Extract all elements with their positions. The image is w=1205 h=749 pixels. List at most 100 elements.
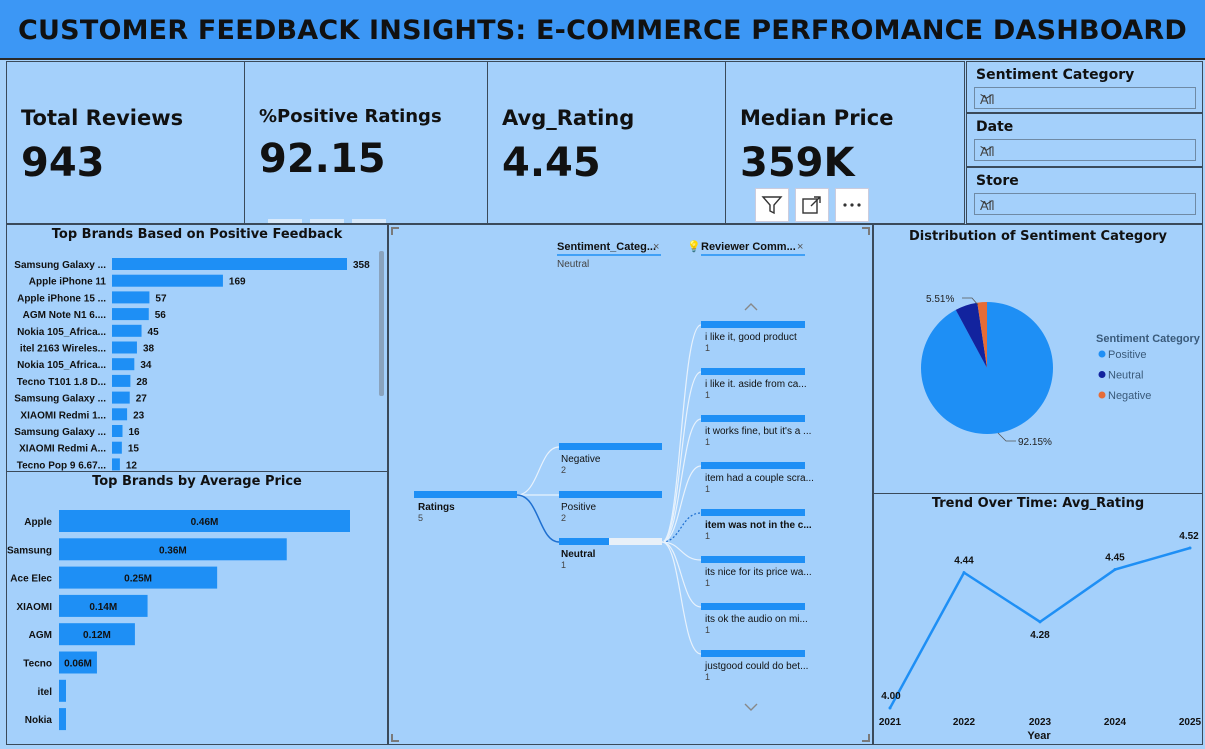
node-bar bbox=[559, 443, 662, 450]
leaf-bar bbox=[701, 462, 805, 469]
series-line bbox=[888, 546, 1191, 709]
kpi-value: 4.45 bbox=[502, 140, 601, 186]
brand-tick-label: Nokia 105_Africa... bbox=[17, 327, 106, 338]
data-label: 38 bbox=[143, 344, 155, 355]
data-label: 57 bbox=[155, 293, 167, 304]
leaf-bar bbox=[701, 556, 805, 563]
legend-title: Sentiment Category bbox=[1096, 333, 1201, 345]
bar bbox=[112, 441, 122, 454]
decomposition-tree-panel[interactable]: Sentiment_Categ... × Neutral 💡 Reviewer Comm… bbox=[388, 224, 873, 745]
kpi-value: 92.15 bbox=[259, 136, 386, 182]
sentiment-pie-chart: 5.51% 92.15% Sentiment Category Positive Neu… bbox=[921, 294, 1201, 448]
x-axis-label: Year bbox=[1027, 730, 1051, 742]
brand-tick-label: Apple bbox=[24, 517, 52, 528]
kpi-card-positive-ratings[interactable]: %Positive Ratings 92.15 bbox=[244, 61, 488, 224]
brand-tick-label: Tecno T101 1.8 D... bbox=[17, 377, 107, 388]
leaf-value: 1 bbox=[705, 343, 710, 353]
bar bbox=[59, 566, 218, 589]
node-value: 1 bbox=[561, 560, 566, 570]
bar bbox=[112, 358, 135, 371]
data-label: 0.06M bbox=[64, 659, 92, 670]
chart-title: Top Brands Based on Positive Feedback bbox=[51, 227, 343, 242]
root-label: Ratings bbox=[418, 502, 455, 513]
leaf-label: it works fine, but it's a ... bbox=[705, 426, 811, 437]
slicer-date[interactable]: Date All ﹀ bbox=[966, 113, 1203, 167]
data-label: 358 bbox=[353, 260, 370, 271]
connector-line bbox=[661, 541, 702, 655]
focus-mode-button[interactable] bbox=[795, 188, 829, 222]
node-value: 2 bbox=[561, 465, 566, 475]
node-bar bbox=[559, 491, 662, 498]
bar bbox=[59, 708, 66, 731]
data-label: 56 bbox=[155, 310, 167, 321]
data-label: 16 bbox=[129, 427, 141, 438]
slicer-value: All bbox=[980, 92, 995, 107]
chart-title: Trend Over Time: Avg_Rating bbox=[931, 496, 1145, 511]
scroll-up-icon bbox=[744, 303, 758, 311]
legend-marker bbox=[1098, 391, 1106, 399]
chevron-down-icon[interactable]: ﹀ bbox=[980, 199, 994, 214]
kpi-card-avg-rating[interactable]: Avg_Rating 4.45 bbox=[487, 61, 726, 224]
connector-line bbox=[516, 446, 560, 496]
slicer-value: All bbox=[980, 144, 995, 159]
slicer-store[interactable]: Store All ﹀ bbox=[966, 167, 1203, 224]
brand-tick-label: Apple iPhone 15 ... bbox=[17, 293, 106, 304]
data-point bbox=[888, 706, 892, 710]
trend-avg-rating-panel[interactable]: Trend Over Time: Avg_Rating 4.00 4.44 4.28… bbox=[873, 493, 1203, 745]
legend-entry: Negative bbox=[1108, 390, 1151, 402]
root-value: 5 bbox=[418, 513, 423, 523]
more-options-button[interactable] bbox=[835, 188, 869, 222]
slicer-dropdown[interactable]: All ﹀ bbox=[974, 87, 1196, 109]
filter-button[interactable] bbox=[755, 188, 789, 222]
bar bbox=[59, 510, 350, 532]
kpi-card-total-reviews[interactable]: Total Reviews 943 bbox=[6, 61, 245, 224]
bar bbox=[112, 274, 223, 287]
x-tick-label: 2022 bbox=[953, 717, 976, 728]
leader-line bbox=[962, 297, 979, 306]
resize-handle[interactable] bbox=[862, 227, 870, 235]
tab-handle bbox=[268, 219, 302, 223]
resize-handle[interactable] bbox=[391, 734, 399, 742]
connector-line bbox=[661, 371, 702, 543]
tab-handle bbox=[310, 219, 344, 223]
leaf-label: item was not in the c... bbox=[705, 520, 812, 531]
data-label: 27 bbox=[136, 394, 148, 405]
chevron-down-icon[interactable]: ﹀ bbox=[980, 145, 994, 160]
slicer-title: Store bbox=[976, 173, 1019, 189]
resize-handle[interactable] bbox=[862, 734, 870, 742]
brand-tick-label: Samsung Galaxy ... bbox=[14, 394, 106, 405]
slicer-dropdown[interactable]: All ﹀ bbox=[974, 139, 1196, 161]
leaf-bar bbox=[701, 509, 805, 516]
brand-tick-label: XIAOMI Redmi 1... bbox=[20, 410, 106, 421]
level-filter: Neutral bbox=[557, 259, 589, 270]
resize-handle[interactable] bbox=[391, 227, 399, 235]
chart-positive-feedback-panel[interactable]: Top Brands Based on Positive Feedback Sa… bbox=[6, 224, 388, 472]
sentiment-distribution-panel[interactable]: Distribution of Sentiment Category 5.51%… bbox=[873, 224, 1203, 494]
brand-tick-label: XIAOMI bbox=[16, 602, 52, 613]
brand-tick-label: AGM bbox=[29, 630, 52, 641]
data-label: 4.00 bbox=[881, 691, 901, 702]
bar bbox=[59, 594, 148, 617]
bar bbox=[112, 425, 123, 437]
slicer-title: Sentiment Category bbox=[976, 67, 1135, 83]
chart-title: Distribution of Sentiment Category bbox=[908, 229, 1168, 244]
slicer-sentiment-category[interactable]: Sentiment Category All ﹀ bbox=[966, 61, 1203, 113]
chevron-down-icon[interactable]: ﹀ bbox=[980, 93, 994, 108]
kpi-label: Median Price bbox=[740, 106, 894, 130]
connector-line bbox=[516, 494, 560, 543]
legend-marker bbox=[1098, 371, 1106, 378]
data-point bbox=[1188, 546, 1192, 550]
scrollbar[interactable] bbox=[379, 251, 384, 396]
data-label: 34 bbox=[140, 360, 152, 371]
brand-tick-label: Nokia 105_Africa... bbox=[17, 360, 106, 371]
x-tick-label: 2025 bbox=[1179, 717, 1202, 728]
data-label: 0.14M bbox=[89, 602, 117, 613]
data-label: 4.28 bbox=[1030, 630, 1050, 641]
x-tick-label: 2021 bbox=[879, 717, 902, 728]
remove-level-icon: × bbox=[653, 241, 659, 253]
node-track bbox=[559, 538, 662, 545]
slicer-dropdown[interactable]: All ﹀ bbox=[974, 193, 1196, 215]
slicer-value: All bbox=[980, 198, 995, 213]
chart-average-price-panel[interactable]: Top Brands by Average Price Apple 0.46M Sa… bbox=[6, 471, 388, 745]
scroll-down-icon bbox=[744, 703, 758, 711]
